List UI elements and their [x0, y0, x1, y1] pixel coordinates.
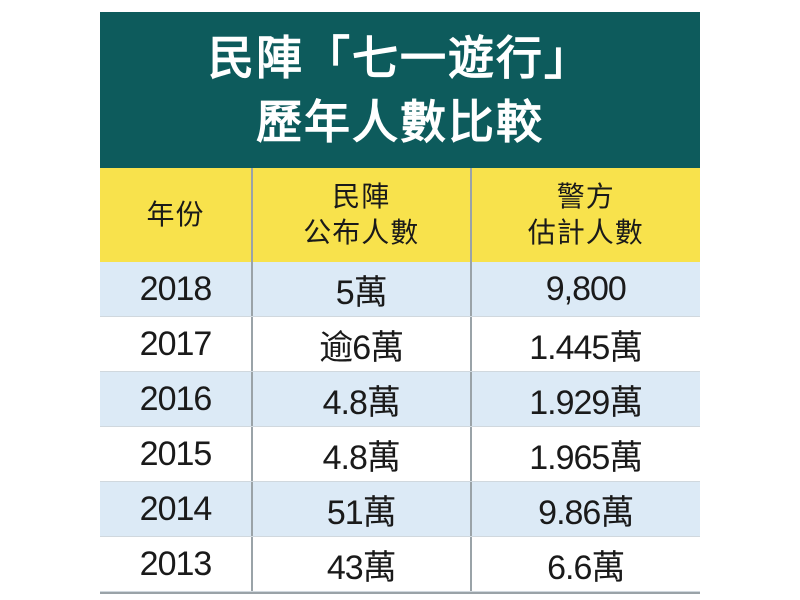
header-text: 年份	[146, 198, 205, 231]
bottom-rule	[100, 592, 700, 594]
title-line: 民陣「七一遊行」	[208, 31, 592, 85]
table-cell: 2016	[100, 372, 253, 426]
table-row: 2017 逾6萬 1.445萬	[100, 317, 700, 372]
header-cell: 警方 估計人數	[472, 168, 700, 262]
table-cell: 2018	[100, 262, 253, 316]
table-row: 2013 43萬 6.6萬	[100, 537, 700, 592]
table-cell: 51萬	[253, 482, 472, 536]
header-text: 民陣	[332, 180, 391, 213]
table-cell: 9.86萬	[538, 493, 634, 532]
table-cell: 4.8萬	[253, 427, 472, 481]
header-row: 年份 民陣 公布人數 警方 估計人數	[100, 168, 700, 262]
table-row: 2018 5萬 9,800	[100, 262, 700, 317]
table-cell: 9,800	[545, 269, 627, 308]
table-cell: 2013	[100, 537, 253, 591]
table-cell: 1.445萬	[529, 328, 643, 367]
table-cell: 2014	[100, 482, 253, 536]
header-text: 警方	[556, 180, 615, 213]
table-cell: 1.929萬	[529, 383, 643, 422]
table-cell: 6.6萬	[547, 548, 625, 587]
header-text: 估計人數	[527, 216, 644, 249]
title-line: 歷年人數比較	[256, 95, 544, 149]
table-cell: 4.8萬	[253, 372, 472, 426]
table-card: 民陣「七一遊行」 歷年人數比較 年份 民陣 公布人數 警方 估計人數 2018 5萬 9,80…	[100, 12, 700, 594]
title-band: 民陣「七一遊行」 歷年人數比較	[100, 12, 700, 168]
header-cell: 民陣 公布人數	[253, 168, 472, 262]
table-row: 2016 4.8萬 1.929萬	[100, 372, 700, 427]
table-cell: 2017	[100, 317, 253, 371]
table-row: 2014 51萬 9.86萬	[100, 482, 700, 537]
header-text: 公布人數	[303, 216, 420, 249]
header-cell: 年份	[100, 168, 253, 262]
table-row: 2015 4.8萬 1.965萬	[100, 427, 700, 482]
table-cell: 逾6萬	[253, 317, 472, 371]
table-cell: 43萬	[253, 537, 472, 591]
table-cell: 5萬	[253, 262, 472, 316]
table-cell: 1.965萬	[529, 438, 643, 477]
table: 年份 民陣 公布人數 警方 估計人數 2018 5萬 9,800 2017 逾6萬 1.445萬 20…	[100, 168, 700, 592]
table-cell: 2015	[100, 427, 253, 481]
